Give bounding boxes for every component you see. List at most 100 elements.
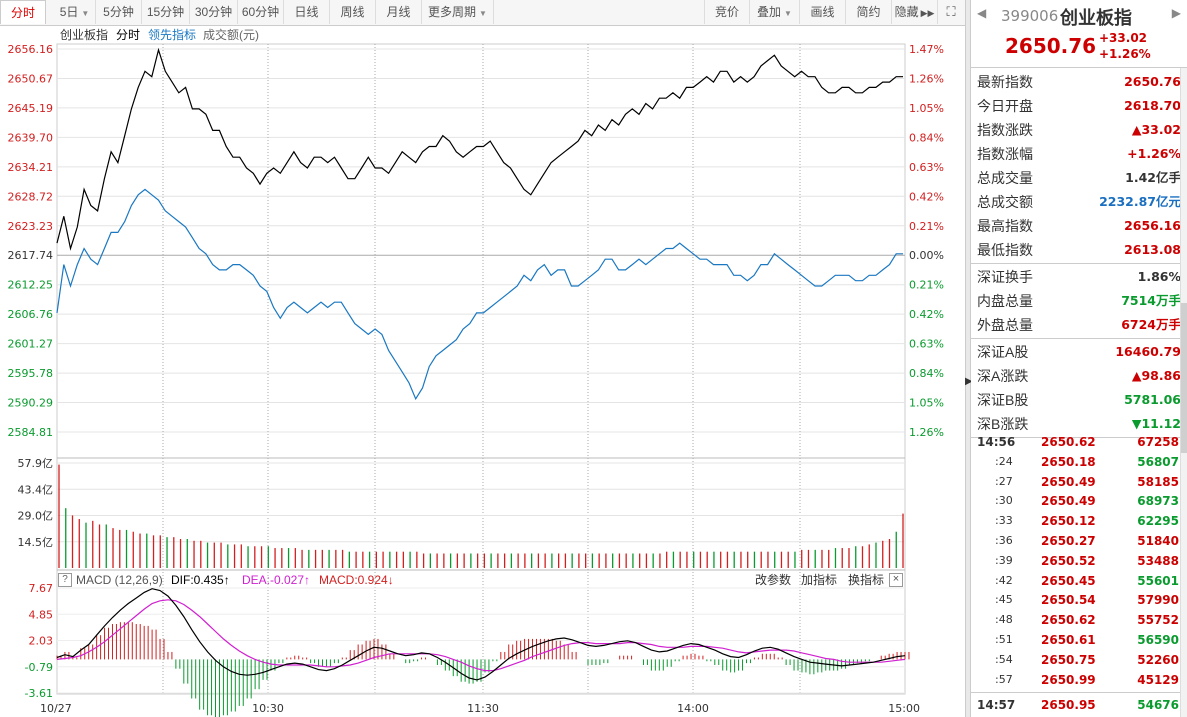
divider <box>971 692 1185 694</box>
tick-volume: 67258 <box>1137 435 1179 449</box>
pct-tick-label: 1.26% <box>909 72 944 85</box>
tab-30min[interactable]: 30分钟 <box>190 0 238 24</box>
tick-time: 14:56 <box>977 435 1016 449</box>
switch-indicator-button[interactable]: 换指标 <box>848 573 885 587</box>
leading-indicator-label[interactable]: 领先指标 <box>148 28 197 42</box>
index-stat-row: 指数涨幅 +1.26% <box>971 142 1185 166</box>
index-stat-value: +1.26% <box>1127 146 1181 161</box>
tick-price: 2650.12 <box>1041 514 1096 529</box>
overlay-button[interactable]: 叠加 ▼ <box>750 0 800 24</box>
tick-price: 2650.45 <box>1041 573 1096 588</box>
index-stat-value: 2650.76 <box>1124 74 1181 89</box>
tick-volume: 57990 <box>1137 593 1179 608</box>
volume-stat-value: 7514万手 <box>1121 293 1181 308</box>
market-stat-label: 深证A股 <box>977 344 1029 360</box>
time-axis-label: 10/27 <box>40 702 72 715</box>
market-stat-row: 深A涨跌 ▲98.86 <box>971 364 1185 388</box>
hide-button[interactable]: 隐藏 ▶▶ <box>892 0 938 24</box>
tab-daily[interactable]: 日线 <box>284 0 330 24</box>
volume-tick-label: 29.0亿 <box>18 510 54 523</box>
tab-15min[interactable]: 15分钟 <box>142 0 190 24</box>
pct-tick-label: 0.63% <box>909 161 944 174</box>
tick-row: :42 2650.45 55601 <box>971 571 1185 591</box>
help-icon[interactable]: ? <box>58 573 72 587</box>
latest-price: 2650.76 <box>1005 34 1097 58</box>
tick-price: 2650.75 <box>1041 652 1096 667</box>
tick-price: 2650.18 <box>1041 454 1096 469</box>
collapse-arrow-icon[interactable]: ▶ <box>965 376 973 387</box>
tick-price: 2650.52 <box>1041 553 1096 568</box>
tick-time: :30 <box>995 494 1013 508</box>
tick-volume: 68973 <box>1137 494 1179 509</box>
tab-5day[interactable]: 5日 ▼ <box>54 0 96 24</box>
macd-value: MACD:0.924↓ <box>319 573 394 587</box>
close-icon[interactable]: × <box>889 573 903 587</box>
change-params-button[interactable]: 改参数 <box>755 573 792 587</box>
price-tick-label: 2623.23 <box>8 220 54 233</box>
volume-tick-label: 57.9亿 <box>18 457 54 470</box>
tick-time: :24 <box>995 454 1013 468</box>
index-stat-value: 2232.87亿元 <box>1099 194 1181 209</box>
scrollbar-thumb[interactable] <box>1181 303 1187 453</box>
tick-row: :36 2650.27 51840 <box>971 531 1185 551</box>
tick-row: :30 2650.49 68973 <box>971 491 1185 511</box>
market-stat-label: 深B涨跌 <box>977 416 1029 432</box>
price-tick-label: 2639.70 <box>8 131 54 144</box>
draw-line-button[interactable]: 画线 <box>800 0 846 24</box>
tick-volume: 58185 <box>1137 474 1179 489</box>
volume-stat-label: 外盘总量 <box>977 317 1033 333</box>
tick-price: 2650.54 <box>1041 593 1096 608</box>
index-stat-row: 最低指数 2613.08 <box>971 238 1185 262</box>
chevron-down-icon: ▼ <box>479 9 487 18</box>
quote-header: ◀ 399006 创业板指 ▶ 2650.76 +33.02 +1.26% <box>971 0 1187 68</box>
panel-splitter[interactable]: ▶ <box>965 0 973 717</box>
market-stat-label: 深A涨跌 <box>977 368 1029 384</box>
tick-time: :57 <box>995 672 1013 686</box>
simple-mode-button[interactable]: 简约 <box>846 0 892 24</box>
time-axis-label: 14:00 <box>677 702 709 715</box>
tab-monthly[interactable]: 月线 <box>376 0 422 24</box>
index-stat-label: 总成交额 <box>977 194 1033 210</box>
pct-tick-label: 0.00% <box>909 249 944 262</box>
tick-time: 14:57 <box>977 698 1016 713</box>
fullscreen-icon[interactable]: ⛶ <box>946 4 956 19</box>
index-stat-row: 总成交量 1.42亿手 <box>971 166 1185 190</box>
tick-price: 2650.62 <box>1041 613 1096 628</box>
market-stat-value: 5781.06 <box>1124 392 1181 407</box>
tick-volume: 53488 <box>1137 553 1179 568</box>
index-stat-value: 2618.70 <box>1124 98 1181 113</box>
pct-tick-label: 1.47% <box>909 43 944 56</box>
tab-weekly[interactable]: 周线 <box>330 0 376 24</box>
tick-volume: 62295 <box>1137 514 1179 529</box>
divider <box>971 338 1185 339</box>
tick-volume: 52260 <box>1137 652 1179 667</box>
volume-stat-row: 外盘总量 6724万手 <box>971 313 1185 337</box>
prev-arrow-icon[interactable]: ◀ <box>977 6 987 20</box>
tab-60min[interactable]: 60分钟 <box>238 0 284 24</box>
scrollbar[interactable] <box>1180 68 1187 717</box>
tick-price: 2650.49 <box>1041 494 1096 509</box>
index-stat-row: 总成交额 2232.87亿元 <box>971 190 1185 214</box>
tick-time: :33 <box>995 514 1013 528</box>
more-periods-button[interactable]: 更多周期 ▼ <box>422 0 494 24</box>
dea-line <box>56 599 906 672</box>
add-indicator-button[interactable]: 加指标 <box>801 573 838 587</box>
macd-dif: DIF:0.435↑ <box>171 573 230 587</box>
price-tick-label: 2590.29 <box>8 397 54 410</box>
index-stat-label: 指数涨跌 <box>977 122 1033 138</box>
chart-frame <box>56 43 906 695</box>
volume-tick-label: 14.5亿 <box>18 536 54 549</box>
tick-row: :48 2650.62 55752 <box>971 610 1185 630</box>
volume-stat-value: 6724万手 <box>1121 317 1181 332</box>
next-arrow-icon[interactable]: ▶ <box>1171 6 1181 20</box>
tab-5min[interactable]: 5分钟 <box>96 0 142 24</box>
tick-time: :39 <box>995 553 1013 567</box>
tab-intraday[interactable]: 分时 <box>0 0 46 24</box>
tick-price: 2650.49 <box>1041 474 1096 489</box>
index-stat-row: 最高指数 2656.16 <box>971 214 1185 238</box>
chevron-down-icon: ▼ <box>81 9 90 18</box>
auction-button[interactable]: 竞价 <box>704 0 750 24</box>
tab-5day-label: 5日 <box>59 5 79 19</box>
volume-stat-row: 内盘总量 7514万手 <box>971 289 1185 313</box>
macd-tick-label: -3.61 <box>25 687 53 700</box>
